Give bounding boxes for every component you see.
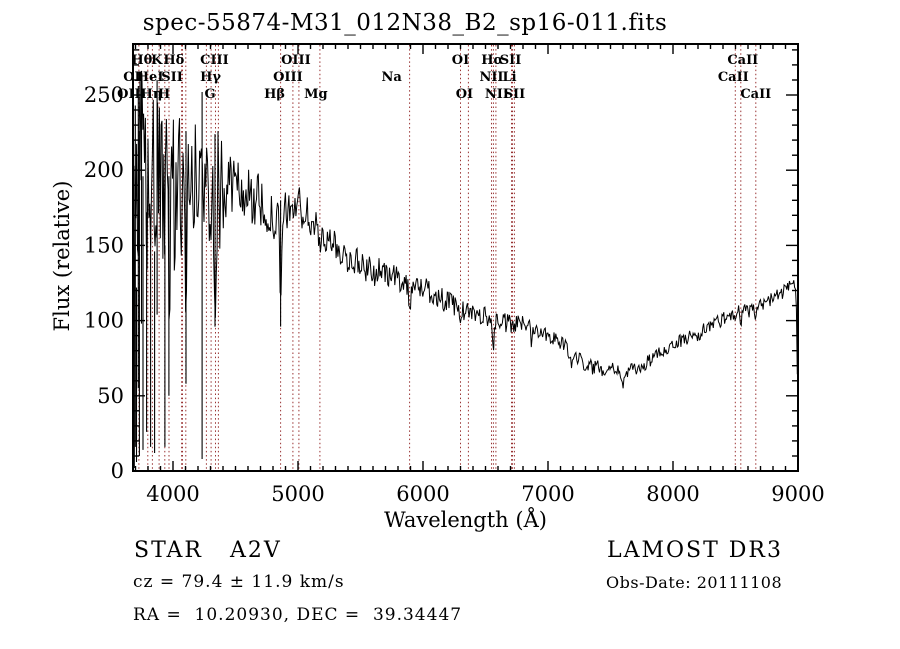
x-tick-label: 7000 — [521, 482, 574, 506]
spectral-line-label: CaII — [740, 87, 771, 102]
spectral-line-label: OI — [456, 87, 473, 102]
spectrum-trace — [133, 73, 798, 389]
y-tick-label: 250 — [84, 83, 124, 107]
spectral-line-label: K — [151, 53, 163, 68]
spectral-line-label: Mg — [304, 87, 327, 102]
x-tick-label: 6000 — [396, 482, 449, 506]
x-tick-label: 8000 — [646, 482, 699, 506]
x-tick-label: 9000 — [771, 482, 824, 506]
annotation-redshift-velocity: cz = 79.4 ± 11.9 km/s — [133, 572, 345, 592]
spectral-line-label: OI — [123, 70, 140, 85]
spectral-line-label: Hα — [481, 53, 503, 68]
spectral-line-label: Hβ — [264, 87, 285, 102]
spectral-line-label: SII — [500, 53, 522, 68]
y-tick-label: 0 — [111, 459, 124, 483]
y-tick-label: 50 — [97, 384, 124, 408]
x-tick-label: 5000 — [271, 482, 324, 506]
spectral-line-label: OI — [452, 53, 469, 68]
spectral-line-label: G — [205, 87, 216, 102]
y-tick-label: 200 — [84, 158, 124, 182]
spectral-line-label: HeI — [137, 70, 164, 85]
spectral-line-label: NII — [485, 87, 509, 102]
axes-box — [132, 43, 799, 472]
x-tick-label: 4000 — [146, 482, 199, 506]
y-tick-label: 150 — [84, 233, 124, 257]
x-axis-label: Wavelength (Å) — [384, 508, 547, 532]
spectral-line-label: H — [158, 87, 170, 102]
plot-title: spec-55874-M31_012N38_B2_sp16-011.fits — [142, 10, 668, 36]
spectral-line-label: NII — [479, 70, 503, 85]
spectral-line-label: Hθ — [131, 53, 152, 68]
annotation-obs-date: Obs-Date: 20111108 — [606, 573, 783, 592]
spectral-line-label: OIII — [273, 70, 303, 85]
spectral-line-label: CIII — [200, 53, 229, 68]
spectral-line-label: SII — [161, 70, 183, 85]
spectral-line-label: Hη — [141, 87, 163, 102]
y-tick-label: 100 — [84, 309, 124, 333]
annotation-survey: LAMOST DR3 — [607, 538, 783, 563]
spectral-line-label: CaII — [718, 70, 749, 85]
spectral-line-label: Na — [381, 70, 402, 85]
spectral-line-label: Li — [502, 70, 516, 85]
spectral-line-label: OIII — [281, 53, 311, 68]
spectral-line-label: Hγ — [200, 70, 221, 85]
annotation-object-type: STAR A2V — [134, 538, 282, 563]
spectral-line-label: CaII — [727, 53, 758, 68]
y-axis-label: Flux (relative) — [50, 180, 74, 332]
spectral-line-label: OII — [117, 87, 141, 102]
spectral-line-label: Hδ — [163, 53, 184, 68]
annotation-coordinates: RA = 10.20930, DEC = 39.34447 — [133, 605, 463, 625]
spectral-line-label: SII — [504, 87, 526, 102]
